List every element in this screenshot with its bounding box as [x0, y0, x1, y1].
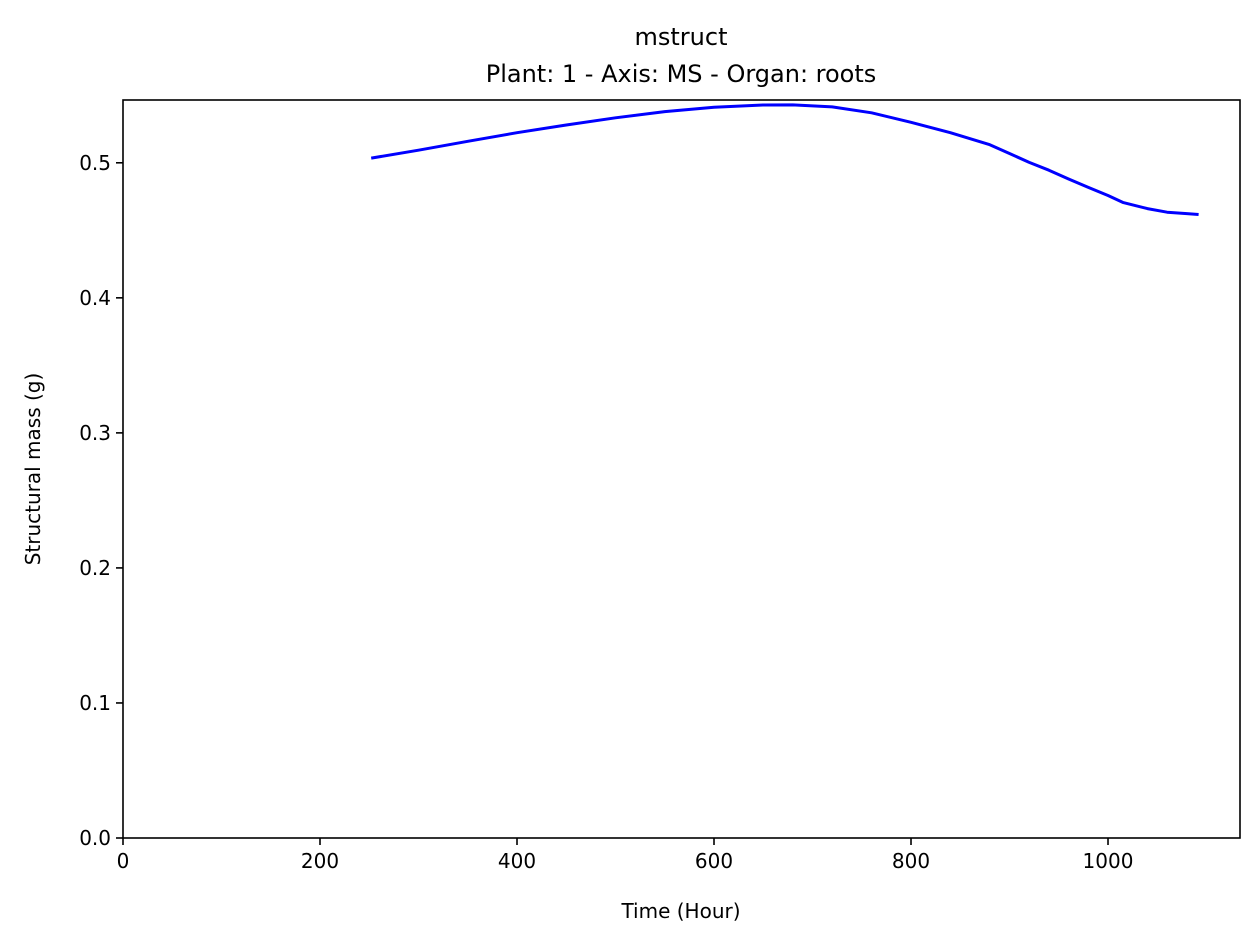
y-tick-label: 0.3 — [79, 421, 111, 445]
x-ticks: 0 200 400 600 800 1000 — [117, 838, 1134, 873]
chart-title: mstruct — [635, 23, 728, 51]
y-tick-label: 0.4 — [79, 286, 111, 310]
x-tick-label: 600 — [695, 849, 733, 873]
y-axis-label: Structural mass (g) — [21, 373, 45, 566]
chart-subtitle: Plant: 1 - Axis: MS - Organ: roots — [486, 60, 877, 88]
y-tick-label: 0.0 — [79, 826, 111, 850]
series-line — [370, 103, 1199, 216]
plot-series — [370, 103, 1199, 216]
x-tick-label: 400 — [498, 849, 536, 873]
x-tick-label: 200 — [301, 849, 339, 873]
y-tick-label: 0.5 — [79, 151, 111, 175]
x-tick-label: 0 — [117, 849, 130, 873]
plot-frame — [122, 99, 1241, 839]
x-tick-label: 800 — [892, 849, 930, 873]
y-tick-label: 0.1 — [79, 691, 111, 715]
y-tick-label: 0.2 — [79, 556, 111, 580]
x-axis-label: Time (Hour) — [620, 899, 740, 923]
y-ticks: 0.0 0.1 0.2 0.3 0.4 0.5 — [79, 151, 123, 850]
x-tick-label: 1000 — [1083, 849, 1134, 873]
